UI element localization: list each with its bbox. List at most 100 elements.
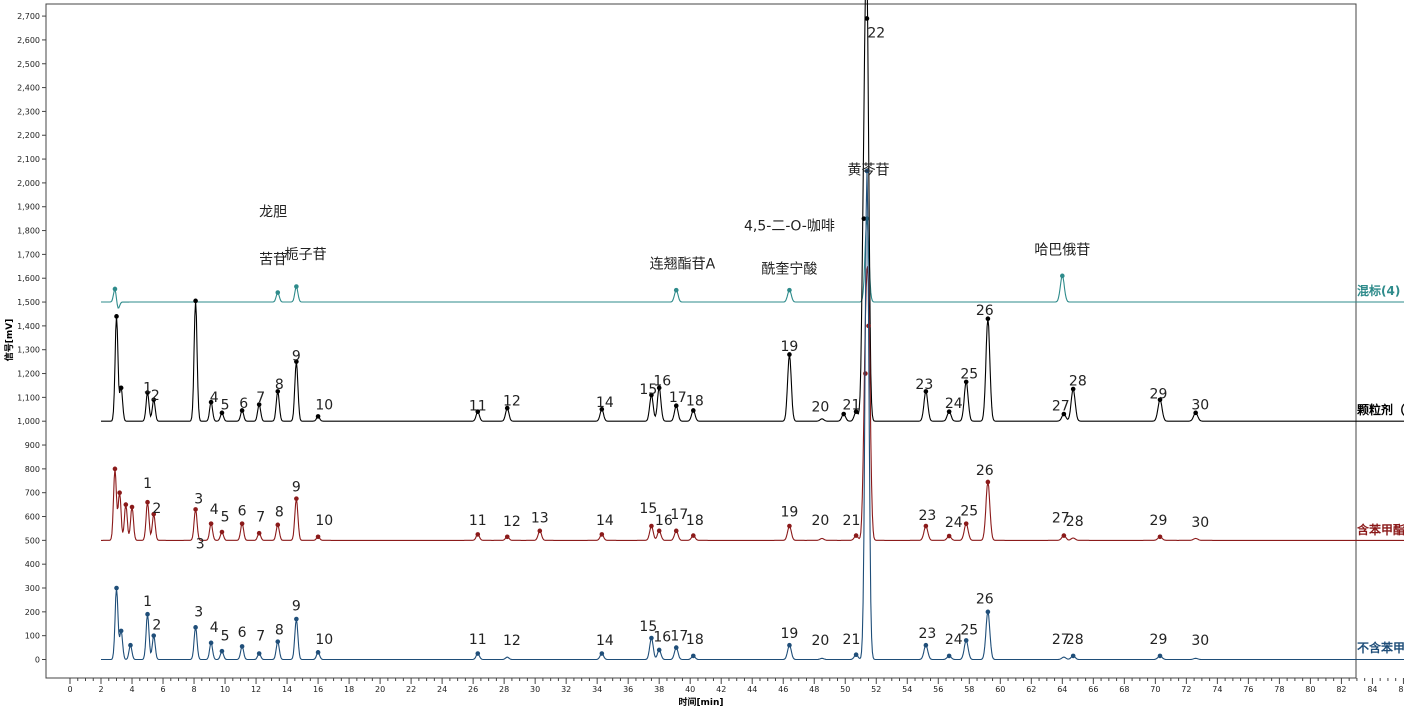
- peak-label: 12: [503, 394, 521, 410]
- peak-label: 5: [221, 397, 230, 413]
- peak-label: 9: [292, 348, 301, 364]
- peak-label: 14: [596, 513, 614, 529]
- peak-marker: [673, 287, 679, 293]
- x-tick-label: 56: [933, 685, 943, 694]
- x-tick-label: 68: [1119, 685, 1129, 694]
- peak-marker: [656, 385, 662, 391]
- y-tick-label: 1,000: [17, 417, 40, 426]
- peak-label: 17: [670, 507, 688, 523]
- y-tick-label: 400: [25, 560, 40, 569]
- peak-label: 2: [152, 501, 161, 517]
- peak-marker: [946, 409, 952, 414]
- peak-marker: [256, 651, 262, 656]
- peak-label: 27: [1052, 510, 1070, 526]
- peak-label: 24: [945, 632, 963, 648]
- peak-label: 29: [1150, 632, 1168, 648]
- peak-label: 6: [238, 503, 247, 519]
- x-tick-label: 40: [685, 685, 695, 694]
- peak-marker: [504, 534, 510, 540]
- y-tick-label: 600: [25, 513, 40, 522]
- peak-marker: [656, 647, 662, 653]
- x-tick-label: 78: [1274, 685, 1284, 694]
- peak-marker: [256, 402, 262, 407]
- x-tick-label: 80: [1305, 685, 1315, 694]
- x-tick-label: 86: [1398, 685, 1404, 694]
- peak-marker: [1061, 411, 1067, 417]
- peak-marker: [923, 389, 929, 394]
- peak-label: 28: [1069, 373, 1087, 389]
- peak-marker: [315, 414, 321, 419]
- x-tick-label: 48: [809, 685, 819, 694]
- peak-label: 3: [196, 537, 205, 553]
- peak-marker: [946, 533, 952, 539]
- compound-label: 栀子苷: [285, 247, 327, 263]
- peak-marker: [129, 504, 135, 510]
- x-tick-label: 28: [499, 685, 509, 694]
- peak-label: 11: [469, 632, 487, 648]
- peak-marker: [1157, 653, 1163, 659]
- peak-label: 28: [1066, 632, 1084, 648]
- x-tick-label: 58: [964, 685, 974, 694]
- x-tick-label: 16: [313, 685, 323, 694]
- peak-marker: [219, 529, 225, 535]
- peak-marker: [475, 651, 481, 656]
- peak-label: 20: [812, 513, 830, 529]
- peak-label: 10: [315, 397, 333, 413]
- peak-label: 1: [143, 381, 152, 397]
- x-tick-label: 32: [561, 685, 571, 694]
- x-tick-label: 30: [530, 685, 540, 694]
- peak-marker: [151, 633, 157, 638]
- y-tick-label: 2,000: [17, 179, 40, 188]
- peak-label: 30: [1191, 397, 1209, 413]
- peak-marker: [208, 521, 214, 526]
- peak-label: 18: [686, 394, 704, 410]
- legend-entry: 颗粒剂（: [1357, 402, 1404, 417]
- peak-marker: [275, 389, 281, 394]
- y-tick-label: 0: [35, 656, 40, 665]
- peak-marker: [193, 507, 198, 512]
- peak-label: 8: [275, 622, 284, 638]
- y-tick-label: 300: [25, 584, 40, 593]
- peak-label: 18: [686, 513, 704, 529]
- compound-label: 酰奎宁酸: [761, 260, 817, 277]
- y-tick-label: 200: [25, 608, 40, 617]
- peak-label: 25: [960, 366, 978, 382]
- peak-label: 21: [843, 513, 861, 529]
- x-tick-label: 22: [406, 685, 416, 694]
- peak-label: 18: [686, 632, 704, 648]
- peak-marker: [787, 523, 792, 529]
- y-tick-label: 1,500: [17, 298, 40, 307]
- peak-marker: [294, 359, 299, 364]
- peak-label: 7: [256, 509, 265, 525]
- peak-marker: [985, 609, 991, 615]
- peak-marker: [787, 287, 792, 293]
- peak-marker: [475, 409, 481, 414]
- peak-marker: [239, 521, 245, 526]
- peak-label: 13: [531, 510, 549, 526]
- peak-label: 26: [976, 463, 994, 479]
- x-tick-label: 74: [1212, 685, 1222, 694]
- peak-label: 11: [469, 398, 487, 414]
- y-axis-title: 信号[mV]: [3, 319, 15, 362]
- peak-marker: [649, 635, 654, 641]
- peak-label: 4: [210, 502, 219, 518]
- peak-label: 19: [781, 626, 799, 642]
- peak-label: 21: [843, 397, 861, 413]
- peak-marker: [923, 523, 929, 529]
- x-tick-label: 42: [716, 685, 726, 694]
- peak-marker: [128, 642, 133, 648]
- peak-marker: [864, 16, 870, 21]
- series-line: [101, 266, 1404, 541]
- series-line: [101, 218, 1404, 309]
- x-tick-label: 36: [623, 685, 633, 694]
- peak-marker: [151, 397, 157, 403]
- peak-label: 4: [210, 390, 219, 406]
- y-tick-label: 2,700: [17, 12, 40, 21]
- peak-marker: [294, 496, 299, 501]
- peak-label: 4: [210, 620, 219, 636]
- peak-marker: [985, 479, 991, 485]
- peak-marker: [1070, 653, 1076, 659]
- peak-label: 23: [915, 377, 933, 393]
- peak-label: 12: [503, 633, 521, 649]
